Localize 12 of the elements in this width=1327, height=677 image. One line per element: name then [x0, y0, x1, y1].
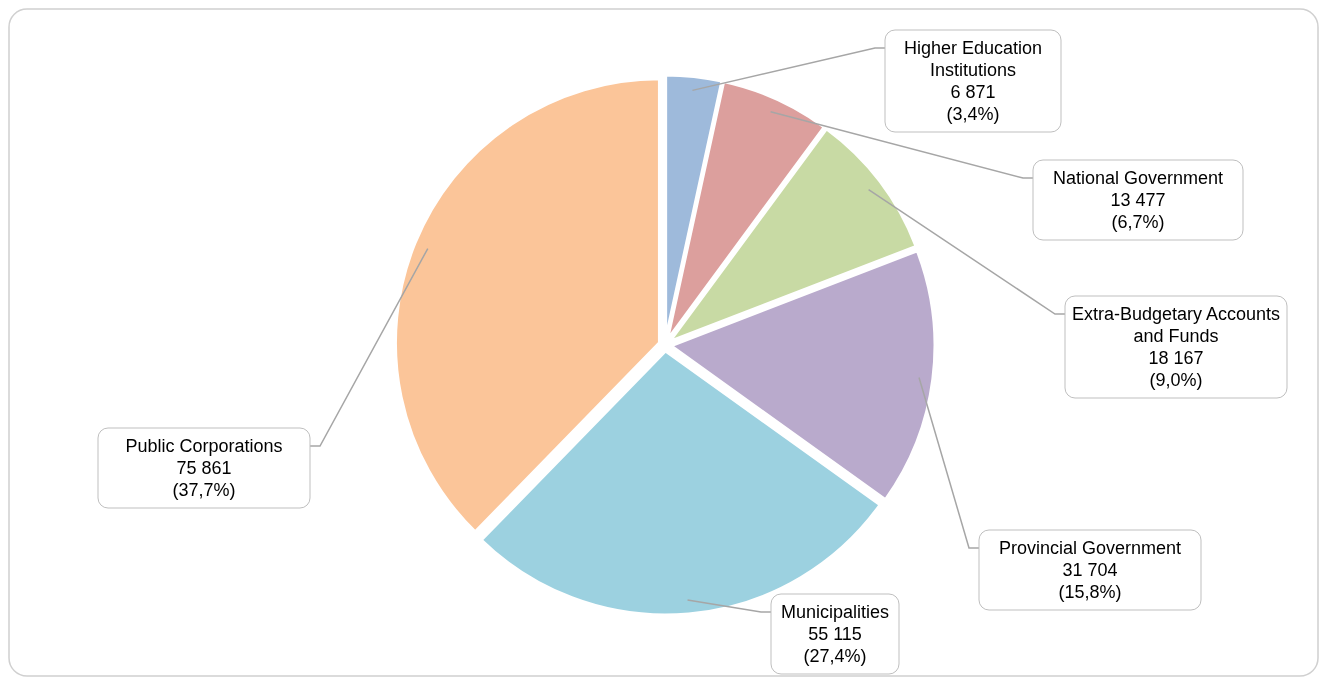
slice-label: Public Corporations	[125, 435, 283, 456]
data-label: 6 871 (3,4%)	[946, 81, 1000, 124]
slice-label: Extra-Budgetary Accounts and Funds	[1071, 303, 1281, 346]
slice-label: National Government	[1052, 167, 1224, 188]
data-label: 55 115 (27,4%)	[803, 623, 867, 666]
slice-label: Provincial Government	[998, 537, 1182, 558]
data-label: 31 704 (15,8%)	[1058, 559, 1122, 602]
data-label: 75 861 (37,7%)	[172, 457, 236, 500]
slice-label: Municipalities	[780, 601, 890, 622]
slice-label: Higher Education Institutions	[903, 37, 1043, 80]
data-label: 18 167 (9,0%)	[1148, 347, 1204, 390]
data-label: 13 477 (6,7%)	[1110, 189, 1166, 232]
